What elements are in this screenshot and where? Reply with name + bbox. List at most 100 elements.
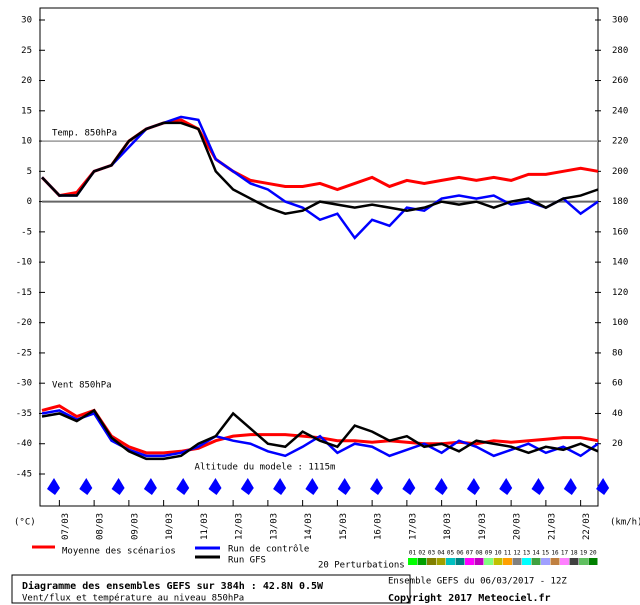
- perturbation-label: 07: [466, 550, 474, 557]
- perturbation-swatch: [522, 558, 531, 565]
- perturbation-label: 11: [504, 550, 512, 557]
- y2-tick-label: 300: [612, 16, 628, 26]
- perturbation-swatch: [493, 558, 503, 565]
- y-tick-label: 15: [21, 106, 32, 116]
- perturbation-swatch: [436, 558, 446, 565]
- perturbation-swatch: [427, 558, 436, 565]
- perturbation-swatch: [465, 558, 474, 565]
- wind-rose: [531, 478, 545, 495]
- x-tick-label: 11/03: [200, 513, 210, 540]
- y-tick-label: 20: [21, 76, 32, 86]
- perturbations-label: 20 Perturbations: [318, 561, 405, 571]
- footer-copyright: Copyright 2017 Meteociel.fr: [388, 592, 551, 604]
- perturbation-swatch: [503, 558, 512, 565]
- x-tick-label: 20/03: [513, 513, 523, 540]
- x-tick-label: 18/03: [443, 513, 453, 540]
- series-line: [41, 409, 599, 458]
- y2-tick-label: 280: [612, 46, 628, 56]
- wind-rose: [370, 478, 383, 495]
- y2-tick-label: 160: [612, 227, 628, 237]
- perturbation-label: 04: [437, 550, 445, 557]
- wind-rose: [402, 478, 416, 495]
- y-tick-label: -20: [16, 318, 32, 328]
- y2-tick-label: 80: [612, 348, 623, 358]
- perturbation-label: 01: [409, 550, 417, 557]
- y-tick-label: -25: [16, 348, 32, 358]
- y-axis-label: (°C): [14, 518, 36, 528]
- y2-tick-label: 120: [612, 288, 628, 298]
- x-tick-label: 13/03: [269, 513, 279, 540]
- perturbation-swatch: [550, 558, 560, 565]
- x-tick-label: 21/03: [547, 513, 557, 540]
- perturbation-swatch: [560, 558, 569, 565]
- x-tick-label: 14/03: [304, 513, 314, 540]
- y2-axis-label: (km/h): [610, 518, 640, 528]
- wind-rose: [466, 478, 480, 495]
- footer-box: [11, 574, 411, 604]
- wind-rose: [143, 478, 157, 495]
- wind-rose: [111, 478, 125, 495]
- perturbation-swatch: [541, 558, 550, 565]
- y-tick-label: -45: [16, 470, 32, 480]
- footer-run: Ensemble GEFS du 06/03/2017 - 12Z: [388, 577, 567, 587]
- y-tick-label: -35: [16, 409, 32, 419]
- x-tick-label: 09/03: [130, 513, 140, 540]
- perturbation-label: 15: [542, 550, 550, 557]
- legend-label: Moyenne des scénarios: [62, 546, 176, 557]
- y-tick-label: 30: [21, 16, 32, 26]
- y2-tick-label: 40: [612, 409, 623, 419]
- perturbation-swatch: [484, 558, 493, 565]
- perturbation-swatch: [512, 558, 522, 565]
- perturbation-swatch: [446, 558, 455, 565]
- y-tick-label: -40: [16, 439, 32, 449]
- x-tick-label: 16/03: [374, 513, 384, 540]
- perturbation-swatch: [408, 558, 417, 565]
- wind-rose: [305, 478, 319, 495]
- x-tick-label: 15/03: [339, 513, 349, 540]
- y2-tick-label: 240: [612, 106, 628, 116]
- wind-rose: [176, 478, 190, 495]
- perturbation-label: 13: [523, 550, 531, 557]
- y2-tick-label: 140: [612, 258, 628, 268]
- wind-rose: [240, 478, 254, 495]
- series-line: [41, 408, 599, 461]
- legend-label: Run GFS: [228, 556, 266, 566]
- wind-rose: [434, 478, 448, 495]
- y-tick-label: -10: [16, 258, 32, 268]
- y2-tick-label: 220: [612, 137, 628, 147]
- perturbation-swatch: [531, 558, 541, 565]
- y2-tick-label: 60: [612, 379, 623, 389]
- wind-rose: [47, 478, 60, 495]
- perturbation-swatch: [455, 558, 465, 565]
- wind-rose: [79, 478, 93, 495]
- wind-label: Vent 850hPa: [52, 381, 112, 391]
- y2-tick-label: 180: [612, 197, 628, 207]
- temp-label: Temp. 850hPa: [52, 129, 117, 139]
- perturbation-swatch: [474, 558, 484, 565]
- y2-tick-label: 200: [612, 167, 628, 177]
- wind-rose: [596, 478, 610, 495]
- perturbation-label: 08: [475, 550, 483, 557]
- x-tick-label: 10/03: [165, 513, 175, 540]
- wind-rose: [273, 478, 287, 495]
- perturbation-label: 09: [485, 550, 493, 557]
- wind-rose: [337, 478, 351, 495]
- y2-tick-label: 260: [612, 76, 628, 86]
- plot-frame: [39, 7, 599, 507]
- perturbation-swatch: [579, 558, 588, 565]
- wind-rose: [563, 478, 577, 495]
- series-line: [41, 121, 599, 215]
- perturbation-label: 14: [532, 550, 540, 557]
- perturbation-label: 10: [494, 550, 502, 557]
- perturbation-label: 06: [456, 550, 464, 557]
- y-tick-label: -5: [21, 227, 32, 237]
- y-tick-label: 0: [27, 197, 32, 207]
- perturbation-label: 16: [551, 550, 559, 557]
- x-tick-label: 12/03: [235, 513, 245, 540]
- x-tick-label: 08/03: [96, 513, 106, 540]
- y2-tick-label: 100: [612, 318, 628, 328]
- footer-subtitle: Vent/flux et température au niveau 850hP…: [22, 593, 244, 604]
- perturbation-label: 18: [570, 550, 578, 557]
- x-tick-label: 07/03: [61, 513, 71, 540]
